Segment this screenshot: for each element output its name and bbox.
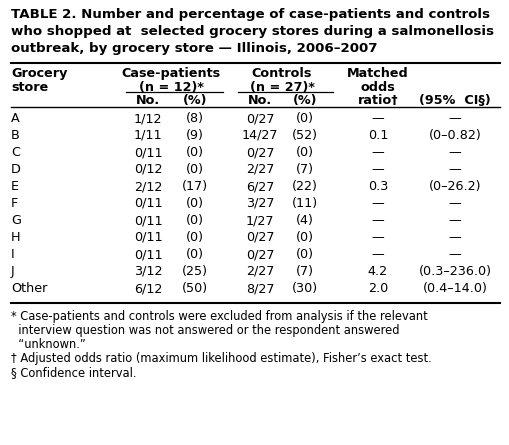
- Text: 0/11: 0/11: [134, 197, 162, 210]
- Text: G: G: [11, 214, 21, 227]
- Text: 1/11: 1/11: [134, 129, 162, 142]
- Text: (7): (7): [296, 265, 314, 278]
- Text: who shopped at  selected grocery stores during a salmonellosis: who shopped at selected grocery stores d…: [11, 25, 494, 38]
- Text: store: store: [11, 81, 48, 94]
- Text: (0): (0): [186, 214, 204, 227]
- Text: 0/11: 0/11: [134, 248, 162, 261]
- Text: (4): (4): [296, 214, 314, 227]
- Text: 2/12: 2/12: [134, 180, 162, 193]
- Text: 0/27: 0/27: [246, 146, 274, 159]
- Text: outbreak, by grocery store — Illinois, 2006–2007: outbreak, by grocery store — Illinois, 2…: [11, 42, 378, 55]
- Text: Controls: Controls: [252, 67, 312, 80]
- Text: (n = 12)*: (n = 12)*: [138, 81, 204, 94]
- Text: E: E: [11, 180, 19, 193]
- Text: 0/27: 0/27: [246, 248, 274, 261]
- Text: (0): (0): [296, 248, 314, 261]
- Text: —: —: [448, 163, 461, 176]
- Text: 2/27: 2/27: [246, 265, 274, 278]
- Text: Matched: Matched: [347, 67, 409, 80]
- Text: (11): (11): [292, 197, 318, 210]
- Text: —: —: [372, 146, 384, 159]
- Text: (25): (25): [182, 265, 208, 278]
- Text: (0–0.82): (0–0.82): [429, 129, 482, 142]
- Text: —: —: [372, 231, 384, 244]
- Text: (0–26.2): (0–26.2): [429, 180, 481, 193]
- Text: 1/27: 1/27: [246, 214, 274, 227]
- Text: (8): (8): [186, 112, 204, 125]
- Text: —: —: [448, 146, 461, 159]
- Text: 0/11: 0/11: [134, 231, 162, 244]
- Text: A: A: [11, 112, 20, 125]
- Text: (0): (0): [186, 163, 204, 176]
- Text: —: —: [448, 214, 461, 227]
- Text: 2.0: 2.0: [368, 282, 388, 295]
- Text: B: B: [11, 129, 20, 142]
- Text: No.: No.: [136, 94, 160, 107]
- Text: (0.3–236.0): (0.3–236.0): [418, 265, 492, 278]
- Text: (0.4–14.0): (0.4–14.0): [422, 282, 488, 295]
- Text: ratio†: ratio†: [358, 94, 399, 107]
- Text: —: —: [448, 248, 461, 261]
- Text: interview question was not answered or the respondent answered: interview question was not answered or t…: [11, 324, 400, 337]
- Text: (22): (22): [292, 180, 318, 193]
- Text: —: —: [372, 197, 384, 210]
- Text: 0.3: 0.3: [368, 180, 388, 193]
- Text: (%): (%): [183, 94, 207, 107]
- Text: C: C: [11, 146, 20, 159]
- Text: (9): (9): [186, 129, 204, 142]
- Text: † Adjusted odds ratio (maximum likelihood estimate), Fisher’s exact test.: † Adjusted odds ratio (maximum likelihoo…: [11, 352, 432, 365]
- Text: No.: No.: [248, 94, 272, 107]
- Text: § Confidence interval.: § Confidence interval.: [11, 366, 136, 379]
- Text: J: J: [11, 265, 15, 278]
- Text: I: I: [11, 248, 15, 261]
- Text: 0/12: 0/12: [134, 163, 162, 176]
- Text: 8/27: 8/27: [246, 282, 274, 295]
- Text: 3/12: 3/12: [134, 265, 162, 278]
- Text: —: —: [448, 112, 461, 125]
- Text: 0/27: 0/27: [246, 112, 274, 125]
- Text: “unknown.”: “unknown.”: [11, 338, 86, 351]
- Text: (7): (7): [296, 163, 314, 176]
- Text: —: —: [372, 248, 384, 261]
- Text: 0/27: 0/27: [246, 231, 274, 244]
- Text: (0): (0): [296, 112, 314, 125]
- Text: (0): (0): [296, 231, 314, 244]
- Text: 0/11: 0/11: [134, 214, 162, 227]
- Text: 3/27: 3/27: [246, 197, 274, 210]
- Text: 0.1: 0.1: [368, 129, 388, 142]
- Text: D: D: [11, 163, 21, 176]
- Text: (0): (0): [186, 146, 204, 159]
- Text: (0): (0): [186, 231, 204, 244]
- Text: F: F: [11, 197, 18, 210]
- Text: 6/12: 6/12: [134, 282, 162, 295]
- Text: —: —: [448, 231, 461, 244]
- Text: H: H: [11, 231, 21, 244]
- Text: Grocery: Grocery: [11, 67, 67, 80]
- Text: 1/12: 1/12: [134, 112, 162, 125]
- Text: (0): (0): [296, 146, 314, 159]
- Text: * Case-patients and controls were excluded from analysis if the relevant: * Case-patients and controls were exclud…: [11, 310, 428, 323]
- Text: —: —: [372, 163, 384, 176]
- Text: 0/11: 0/11: [134, 146, 162, 159]
- Text: 14/27: 14/27: [242, 129, 278, 142]
- Text: (52): (52): [292, 129, 318, 142]
- Text: Case-patients: Case-patients: [122, 67, 220, 80]
- Text: —: —: [372, 112, 384, 125]
- Text: (0): (0): [186, 248, 204, 261]
- Text: odds: odds: [360, 81, 395, 94]
- Text: (30): (30): [292, 282, 318, 295]
- Text: (0): (0): [186, 197, 204, 210]
- Text: (95%  CI§): (95% CI§): [419, 94, 491, 107]
- Text: (n = 27)*: (n = 27)*: [249, 81, 315, 94]
- Text: TABLE 2. Number and percentage of case-patients and controls: TABLE 2. Number and percentage of case-p…: [11, 8, 490, 21]
- Text: (%): (%): [293, 94, 317, 107]
- Text: (50): (50): [182, 282, 208, 295]
- Text: 6/27: 6/27: [246, 180, 274, 193]
- Text: 4.2: 4.2: [368, 265, 388, 278]
- Text: —: —: [372, 214, 384, 227]
- Text: 2/27: 2/27: [246, 163, 274, 176]
- Text: (17): (17): [182, 180, 208, 193]
- Text: Other: Other: [11, 282, 47, 295]
- Text: —: —: [448, 197, 461, 210]
